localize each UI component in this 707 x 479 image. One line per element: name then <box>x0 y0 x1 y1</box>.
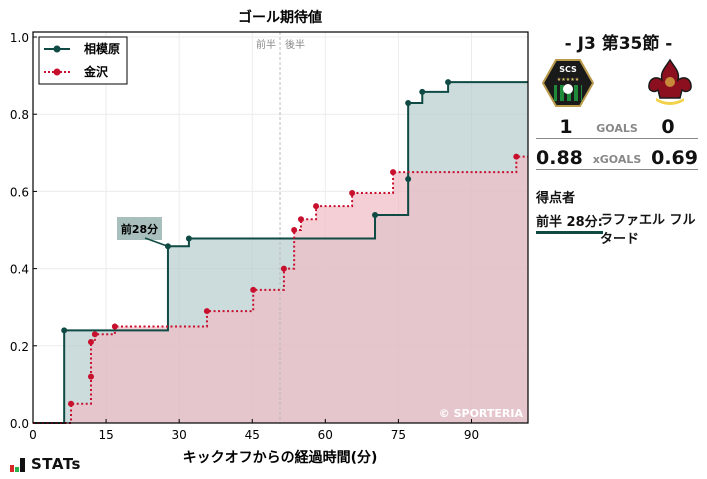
svg-text:0.4: 0.4 <box>10 263 29 277</box>
legend: 相模原 金沢 <box>38 36 128 85</box>
away-xg: 0.69 <box>651 147 698 169</box>
goals-label: GOALS <box>596 122 638 135</box>
svg-text:90: 90 <box>464 428 479 442</box>
away-goals: 0 <box>661 116 675 138</box>
xg-lines <box>33 79 528 424</box>
xg-step-chart: ゴール期待値 前半 後半 前28分 © SPORTERIA 0 15 30 45 60 7… <box>10 9 529 466</box>
second-half-label: 後半 <box>285 38 305 51</box>
svg-text:SCS: SCS <box>559 65 577 74</box>
svg-text:0.0: 0.0 <box>10 417 29 431</box>
svg-text:1.0: 1.0 <box>10 31 29 45</box>
svg-text:0.8: 0.8 <box>10 108 29 122</box>
plot-frame <box>32 31 529 424</box>
away-crest-icon <box>648 58 692 105</box>
match-title: - J3 第35節 - <box>564 34 673 54</box>
axis-ticks: 0 15 30 45 60 75 90 0.0 0.2 0.4 0.6 0.8 1.0 <box>10 31 479 442</box>
watermark: © SPORTERIA <box>439 407 524 420</box>
goals-row: 1 GOALS 0 <box>536 114 698 139</box>
scorer-name: ラファエル フルタード <box>600 213 696 247</box>
svg-text:30: 30 <box>172 428 187 442</box>
first-half-label: 前半 <box>256 38 276 51</box>
legend-marker-away <box>53 68 61 76</box>
scorer-time: 前半 28分: <box>536 211 603 234</box>
bar-chart-icon <box>10 458 25 472</box>
legend-label-away: 金沢 <box>83 64 109 79</box>
svg-text:15: 15 <box>98 428 113 442</box>
scorers-title: 得点者 <box>536 191 576 206</box>
svg-text:0.2: 0.2 <box>10 340 29 354</box>
annotation-box <box>117 217 162 240</box>
xgoals-row: 0.88 xGOALS 0.69 <box>536 145 698 170</box>
stats-logo: STATs <box>10 457 81 472</box>
home-crest-icon: SCS ★★★★★ <box>542 59 594 107</box>
match-summary-panel: - J3 第35節 - SCS ★★★★★ 1 GOALS 0 0.88 xGO… <box>530 0 707 479</box>
svg-text:★★★★★: ★★★★★ <box>557 77 580 83</box>
annotation-arrow <box>144 237 168 247</box>
legend-marker-home <box>53 45 61 53</box>
svg-text:0: 0 <box>29 428 37 442</box>
svg-text:45: 45 <box>245 428 260 442</box>
annotation-text: 前28分 <box>121 222 158 236</box>
x-axis-label: キックオフからの経過時間(分) <box>183 449 378 466</box>
home-goals: 1 <box>559 116 573 138</box>
svg-text:0.6: 0.6 <box>10 185 29 199</box>
xgoals-label: xGOALS <box>592 153 642 166</box>
legend-label-home: 相模原 <box>84 41 120 56</box>
svg-text:60: 60 <box>318 428 333 442</box>
goal-annotation: 前28分 <box>117 217 168 247</box>
chart-title: ゴール期待値 <box>238 9 322 26</box>
home-xg: 0.88 <box>536 147 583 169</box>
brand-name: STATs <box>31 455 81 473</box>
svg-text:75: 75 <box>391 428 406 442</box>
